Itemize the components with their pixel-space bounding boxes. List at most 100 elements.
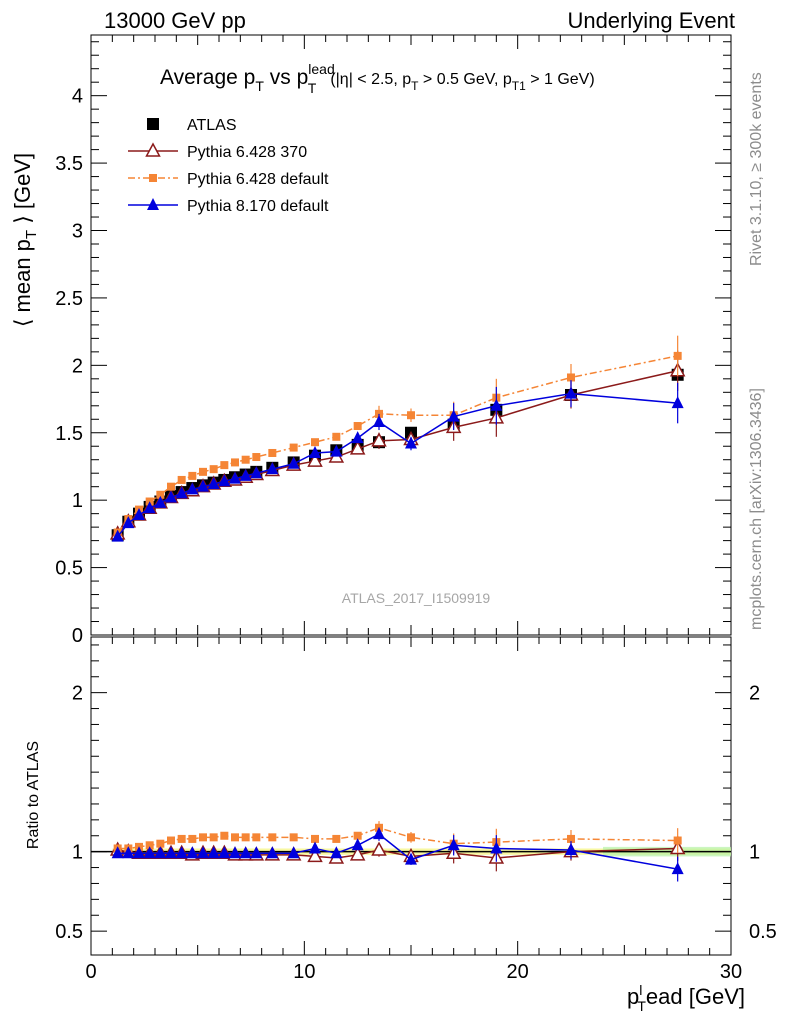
ratio-data-point xyxy=(447,838,460,851)
legend-label: Pythia 6.428 default xyxy=(187,171,329,188)
ratio-data-point xyxy=(218,846,231,859)
ratio-ytick-label: 0.5 xyxy=(55,921,83,943)
ylabel-part: ⟩ [GeV] xyxy=(10,153,35,230)
title-sub: T xyxy=(308,80,317,96)
ratio-data-point xyxy=(209,833,218,842)
data-point xyxy=(349,440,366,455)
ratio-data-point xyxy=(289,833,298,842)
ratio-data-point xyxy=(373,827,385,840)
title-part: Average p xyxy=(160,66,255,89)
data-point xyxy=(289,443,298,452)
data-point xyxy=(311,438,319,447)
data-point xyxy=(309,445,321,458)
data-point xyxy=(207,476,220,489)
side-label-source: mcplots.cern.ch [arXiv:1306.3436] xyxy=(748,388,765,630)
data-point xyxy=(199,467,207,476)
main-ytick-label: 1.5 xyxy=(55,423,83,445)
ratio-data-point xyxy=(252,833,261,842)
ratio-data-point xyxy=(268,833,277,842)
ratio-ytick-label-right: 1 xyxy=(749,842,760,864)
ratio-data-point xyxy=(307,847,323,863)
ratio-data-point xyxy=(133,846,145,859)
ratio-ytick-label: 1 xyxy=(72,842,83,864)
ratio-data-point xyxy=(349,846,366,861)
main-panel: 0 0.5 1 1.5 2 2.5 3 3.5 4 xyxy=(55,34,732,647)
ratio-frame xyxy=(90,636,732,956)
ratio-data-point xyxy=(122,846,135,859)
ratio-data-point xyxy=(177,834,186,843)
data-point xyxy=(231,458,239,467)
ratio-ylabel: Ratio to ATLAS xyxy=(25,741,42,849)
main-series-marks xyxy=(109,335,686,542)
data-point xyxy=(220,461,229,470)
xlabel-sup: l xyxy=(639,982,642,998)
data-point xyxy=(332,432,341,441)
data-point xyxy=(250,466,263,479)
legend-marker xyxy=(147,198,159,210)
data-point xyxy=(673,351,682,360)
ratio-data-point xyxy=(405,852,417,865)
data-point xyxy=(165,490,177,503)
plot-title: Average pT vs plead T (|η| < 2.5, pT > 0.5… xyxy=(160,61,595,96)
ratio-data-point xyxy=(231,833,239,842)
ratio-data-point xyxy=(490,841,503,854)
title-cuts-sub: T xyxy=(411,79,419,93)
xtick-label: 10 xyxy=(293,961,315,983)
ratio-data-point xyxy=(565,843,577,856)
data-point xyxy=(111,529,124,542)
main-ylabel: ⟨ mean pT ⟩ [GeV] xyxy=(10,153,40,327)
data-point xyxy=(330,444,343,457)
header-left: 13000 GeV pp xyxy=(104,8,246,33)
legend: ATLAS Pythia 6.428 370 Pythia 6.428 defaul… xyxy=(128,117,329,215)
legend-marker xyxy=(145,142,161,157)
legend-label: Pythia 8.170 default xyxy=(187,198,329,215)
xlabel-sub: T xyxy=(637,998,646,1014)
main-ytick-label: 4 xyxy=(72,86,83,108)
watermark: ATLAS_2017_I1509919 xyxy=(342,590,491,606)
xtick-label: 0 xyxy=(85,961,96,983)
main-ytick-label: 3 xyxy=(72,221,83,243)
ratio-data-point xyxy=(143,846,156,859)
ratio-data-point xyxy=(241,833,250,842)
ratio-data-point xyxy=(673,836,682,845)
legend-marker xyxy=(149,174,157,182)
data-point xyxy=(229,471,241,484)
data-point xyxy=(405,436,417,449)
data-point xyxy=(447,409,460,422)
ratio-ytick-label: 2 xyxy=(72,683,83,705)
xlabel: pl Tead [GeV] xyxy=(627,982,745,1014)
data-point xyxy=(287,456,300,469)
data-point xyxy=(671,396,684,409)
data-point xyxy=(351,431,364,444)
data-point xyxy=(241,455,250,464)
title-part: vs p xyxy=(264,66,308,89)
ratio-panel: 0 10 20 30 0.5 0.5 1 1 2 2 xyxy=(55,636,777,983)
title-cuts-sub: T1 xyxy=(512,79,526,93)
data-point xyxy=(307,452,323,467)
ylabel-sub: T xyxy=(23,230,40,239)
ratio-data-point xyxy=(111,846,124,859)
main-ytick-label: 3.5 xyxy=(55,153,83,175)
ratio-data-point xyxy=(165,846,177,859)
title-cuts: > 1 GeV) xyxy=(526,71,595,88)
ratio-data-point xyxy=(353,831,362,840)
xtick-label: 30 xyxy=(720,961,742,983)
ratio-data-point xyxy=(311,834,319,843)
data-point xyxy=(567,373,575,382)
ratio-data-point xyxy=(330,846,343,859)
data-point xyxy=(239,468,252,481)
ratio-data-point xyxy=(351,838,364,851)
ratio-data-point xyxy=(567,834,575,843)
data-point xyxy=(167,482,175,491)
ratio-data-point xyxy=(175,846,188,859)
ratio-data-point xyxy=(207,846,220,859)
legend-label: ATLAS xyxy=(187,117,237,134)
ratio-data-point xyxy=(371,841,387,856)
xlabel-part: ead [GeV] xyxy=(646,984,745,1009)
main-ytick-label: 2 xyxy=(72,355,83,377)
ratio-data-point xyxy=(266,846,279,859)
side-label-events: Rivet 3.1.10, ≥ 300k events xyxy=(748,72,765,266)
data-point xyxy=(490,398,503,411)
ratio-data-point xyxy=(167,836,175,845)
